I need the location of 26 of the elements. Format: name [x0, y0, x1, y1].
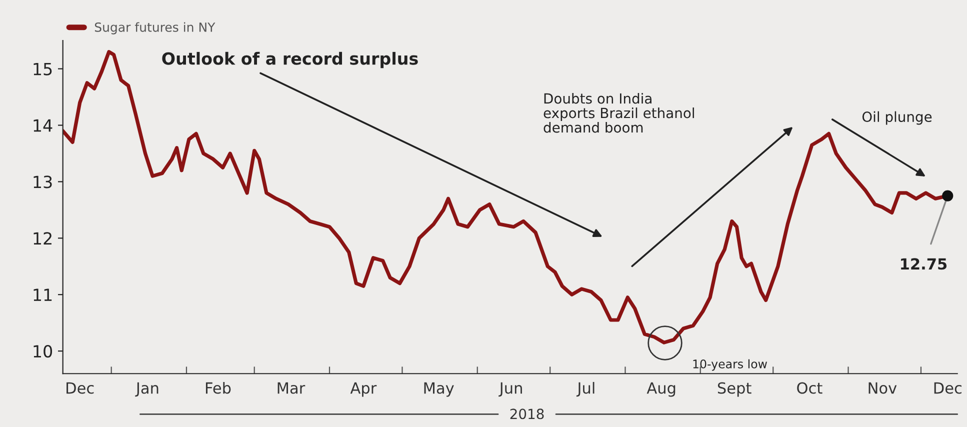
x-tick-label: Aug [646, 382, 676, 397]
y-tick-label: 12 [34, 232, 52, 244]
x-tick-label: Jan [135, 382, 158, 397]
annotation: Doubts on India exports Brazil ethanol demand boom [544, 93, 694, 133]
x-tick-label: Sept [718, 382, 752, 397]
x-tick-label: Nov [868, 382, 897, 394]
x-tick-label: Dec [934, 382, 962, 394]
annotation: Outlook of a record surplus [162, 52, 418, 68]
x-tick-label: Jun [498, 382, 522, 397]
legend-label: Sugar futures in NY [94, 22, 216, 34]
x-tick-label: Apr [350, 382, 377, 397]
annotation: 12.75 [901, 258, 947, 270]
y-tick-label: 14 [34, 119, 52, 132]
annotation: 10-years low [693, 359, 767, 371]
y-tick-label: 10 [34, 345, 52, 358]
x-tick-label: May [424, 382, 454, 397]
x-tick-label: Jul [576, 382, 594, 397]
y-tick-label: 13 [34, 176, 52, 188]
annotation: Oil plunge [862, 111, 932, 125]
x-tick-label: Dec [66, 382, 94, 394]
y-tick-label: 15 [34, 62, 52, 76]
x-tick-label: Feb [206, 382, 231, 394]
x-tick-label: Mar [278, 382, 306, 394]
text: 2018 [510, 408, 544, 420]
x-tick-label: Oct [797, 382, 822, 394]
y-tick-label: 11 [34, 288, 52, 301]
